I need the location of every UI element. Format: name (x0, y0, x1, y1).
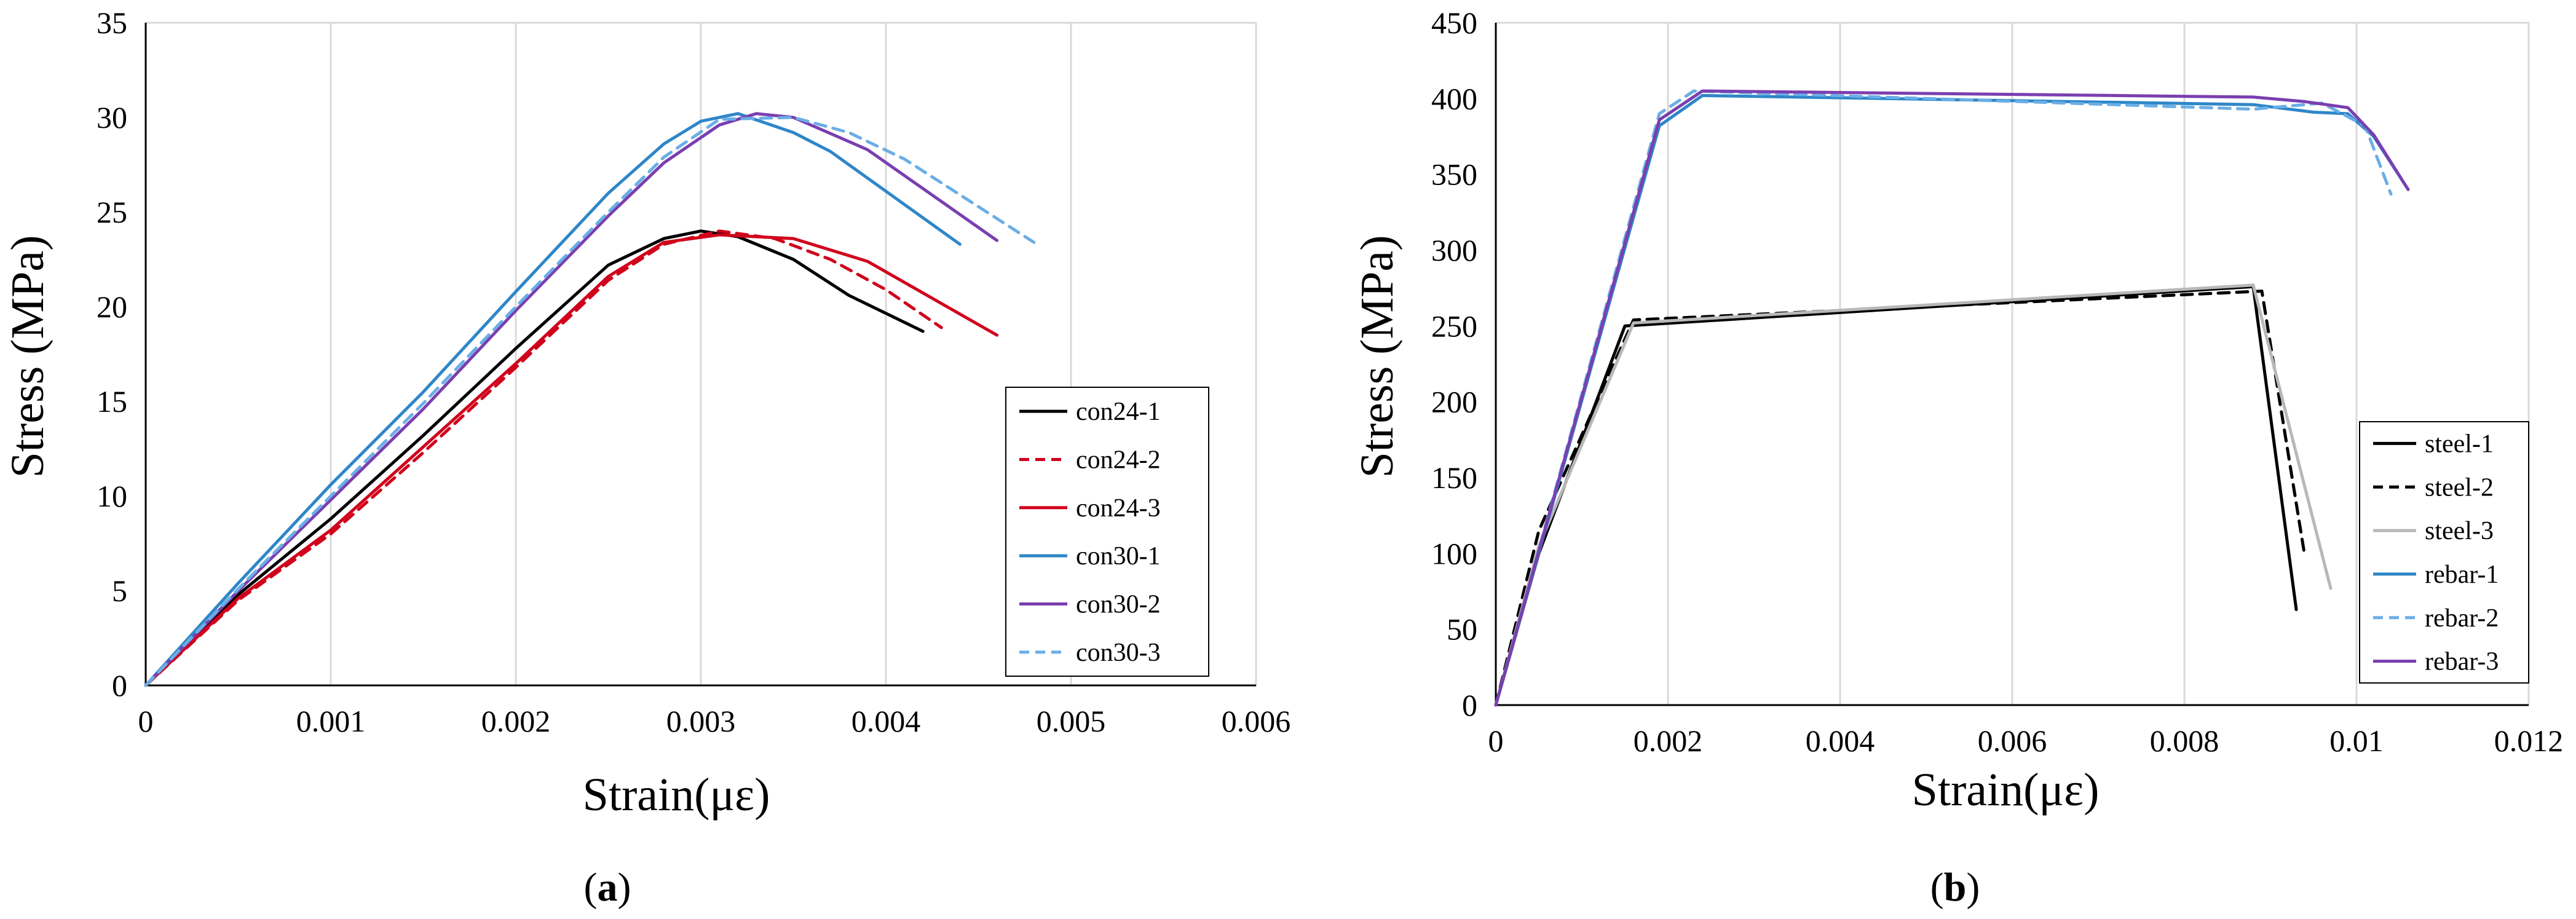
chart-b-xtick-label: 0.01 (2329, 724, 2384, 758)
chart-b-ytick-label: 50 (1447, 612, 1477, 647)
chart-a-xtick-label: 0.002 (481, 704, 551, 738)
chart-a-series-con24-1 (144, 229, 925, 687)
chart-b-legend-label: rebar-2 (2425, 604, 2499, 633)
chart-a-xtick-label: 0.004 (851, 704, 921, 738)
chart-b-grid (1667, 23, 2530, 705)
chart-b-xtick-label: 0.008 (2150, 724, 2219, 758)
chart-a-legend-box (1005, 387, 1209, 677)
chart-a-ytick-label: 25 (97, 195, 127, 229)
chart-b-axes (1495, 23, 2529, 706)
chart-a-legend-label: con24-3 (1076, 494, 1161, 523)
chart-b-ylabel: Stress (MPa) (1351, 235, 1403, 478)
chart-a-legend-label: con30-1 (1076, 542, 1161, 570)
chart-b-series-rebar-1 (1494, 93, 2410, 707)
chart-a-legend-label: con24-1 (1076, 398, 1161, 426)
chart-b-ytick-label: 300 (1431, 233, 1477, 267)
chart-a-ytick-label: 35 (97, 6, 127, 40)
chart-a-series-con30-2 (144, 112, 999, 687)
chart-a-ytick-label: 20 (97, 290, 127, 324)
chart-b-xtick-label: 0.006 (1978, 724, 2047, 758)
chart-b-ytick-label: 150 (1431, 460, 1477, 495)
chart-a-xtick-label: 0.005 (1037, 704, 1106, 738)
chart-b-legend: steel-1 steel-2 steel-3 rebar-1 rebar-2 rebar… (2359, 421, 2529, 684)
chart-a-legend-label: con24-2 (1076, 446, 1161, 475)
chart-b-xtick-label: 0.002 (1634, 724, 1703, 758)
chart-a-series-con24-2 (144, 229, 943, 687)
chart-a-yticks: 0 5 10 15 20 25 30 35 (97, 6, 127, 703)
chart-b-xtick-label: 0.004 (1806, 724, 1875, 758)
chart-a-xtick-label: 0.006 (1222, 704, 1291, 738)
chart-a-ytick-label: 30 (97, 100, 127, 135)
chart-a-xtick-label: 0 (138, 704, 154, 738)
chart-b-series (1494, 89, 2410, 707)
chart-a-xtick-label: 0.001 (296, 704, 366, 738)
chart-a-series-con30-1 (144, 112, 962, 687)
chart-b-ytick-label: 450 (1431, 6, 1477, 40)
chart-b-panel-letter: b (1944, 865, 1967, 910)
chart-a-ylabel: Stress (MPa) (2, 235, 53, 478)
chart-a-panel-label: (a) (584, 865, 631, 910)
chart-a-ytick-label: 10 (97, 479, 127, 513)
chart-b-legend-label: steel-3 (2425, 517, 2494, 545)
chart-a-series-con30-3 (144, 116, 1036, 687)
chart-b-ytick-label: 200 (1431, 385, 1477, 419)
chart-b-legend-label: rebar-3 (2425, 648, 2499, 676)
chart-b-legend-label: steel-2 (2425, 473, 2494, 502)
chart-b-legend-label: steel-1 (2425, 430, 2494, 458)
chart-a-xlabel: Strain(με) (583, 769, 770, 821)
chart-a: 0 0.001 0.002 0.003 0.004 0.005 0.006 0 5 10 15 20… (2, 6, 1290, 910)
chart-a-ytick-label: 15 (97, 384, 127, 419)
chart-a-series-con24-3 (144, 233, 999, 687)
chart-a-legend-label: con30-2 (1076, 591, 1161, 619)
chart-a-legend-label: con30-3 (1076, 639, 1161, 667)
chart-b-xtick-label: 0.012 (2494, 724, 2564, 758)
chart-b-ytick-label: 350 (1431, 157, 1477, 192)
chart-b-series-rebar-3 (1494, 89, 2410, 707)
chart-a-xtick-label: 0.003 (666, 704, 736, 738)
chart-b-ytick-label: 0 (1462, 688, 1477, 722)
chart-a-axes (144, 23, 1256, 687)
chart-b-xtick-label: 0 (1488, 724, 1504, 758)
chart-b: 0 0.002 0.004 0.006 0.008 0.01 0.012 0 50 100 150… (1351, 6, 2563, 910)
chart-a-ytick-label: 5 (112, 574, 127, 608)
chart-a-ytick-label: 0 (112, 668, 127, 703)
chart-b-ytick-label: 100 (1431, 536, 1477, 570)
chart-b-legend-label: rebar-1 (2425, 561, 2499, 589)
chart-b-yticks: 0 50 100 150 200 250 300 350 400 450 (1431, 6, 1477, 722)
chart-b-xlabel: Strain(με) (1912, 764, 2100, 816)
chart-a-panel-letter: a (598, 865, 618, 910)
chart-b-panel-label: (b) (1930, 865, 1980, 910)
chart-b-legend-box (2359, 421, 2529, 684)
chart-b-ytick-label: 400 (1431, 81, 1477, 116)
chart-b-xticks: 0 0.002 0.004 0.006 0.008 0.01 0.012 (1488, 724, 2564, 758)
chart-b-ytick-label: 250 (1431, 309, 1477, 343)
chart-a-legend: con24-1 con24-2 con24-3 con30-1 con30-2 con30… (1005, 387, 1209, 677)
chart-a-xticks: 0 0.001 0.002 0.003 0.004 0.005 0.006 (138, 704, 1291, 738)
chart-a-series (144, 112, 1036, 687)
